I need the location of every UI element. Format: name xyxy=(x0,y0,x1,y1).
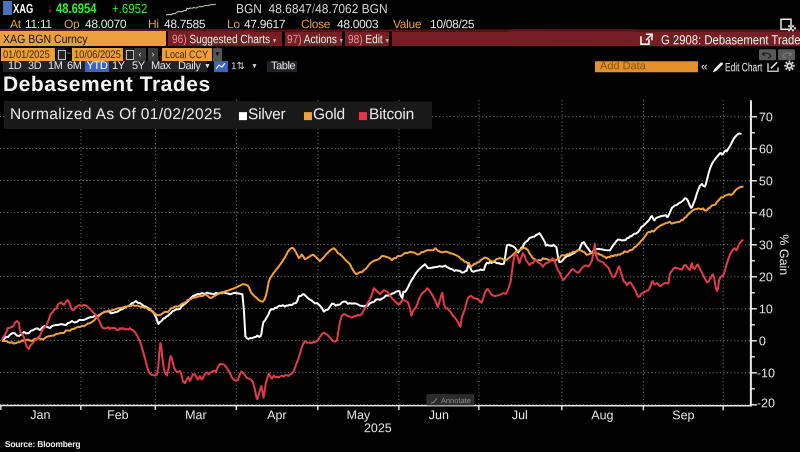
svg-text:30: 30 xyxy=(759,238,773,252)
svg-text:2025: 2025 xyxy=(364,421,392,435)
svg-text:% Gain: % Gain xyxy=(777,234,791,275)
svg-text:Aug: Aug xyxy=(591,408,613,422)
svg-text:Annotate: Annotate xyxy=(441,396,471,405)
svg-text:-20: -20 xyxy=(757,396,775,410)
svg-text:10: 10 xyxy=(759,302,773,316)
svg-text:Sep: Sep xyxy=(672,408,694,422)
svg-text:Jul: Jul xyxy=(512,408,528,422)
svg-text:Jun: Jun xyxy=(429,408,449,422)
svg-text:40: 40 xyxy=(759,206,773,220)
svg-text:Apr: Apr xyxy=(267,408,286,422)
svg-text:60: 60 xyxy=(759,142,773,156)
svg-text:20: 20 xyxy=(759,270,773,284)
svg-text:Mar: Mar xyxy=(185,408,207,422)
svg-text:Jan: Jan xyxy=(30,408,50,422)
svg-text:-10: -10 xyxy=(757,366,775,380)
svg-text:50: 50 xyxy=(759,174,773,188)
svg-text:May: May xyxy=(347,408,371,422)
svg-text:70: 70 xyxy=(759,110,773,124)
svg-text:Feb: Feb xyxy=(107,408,129,422)
svg-text:0: 0 xyxy=(759,334,766,348)
